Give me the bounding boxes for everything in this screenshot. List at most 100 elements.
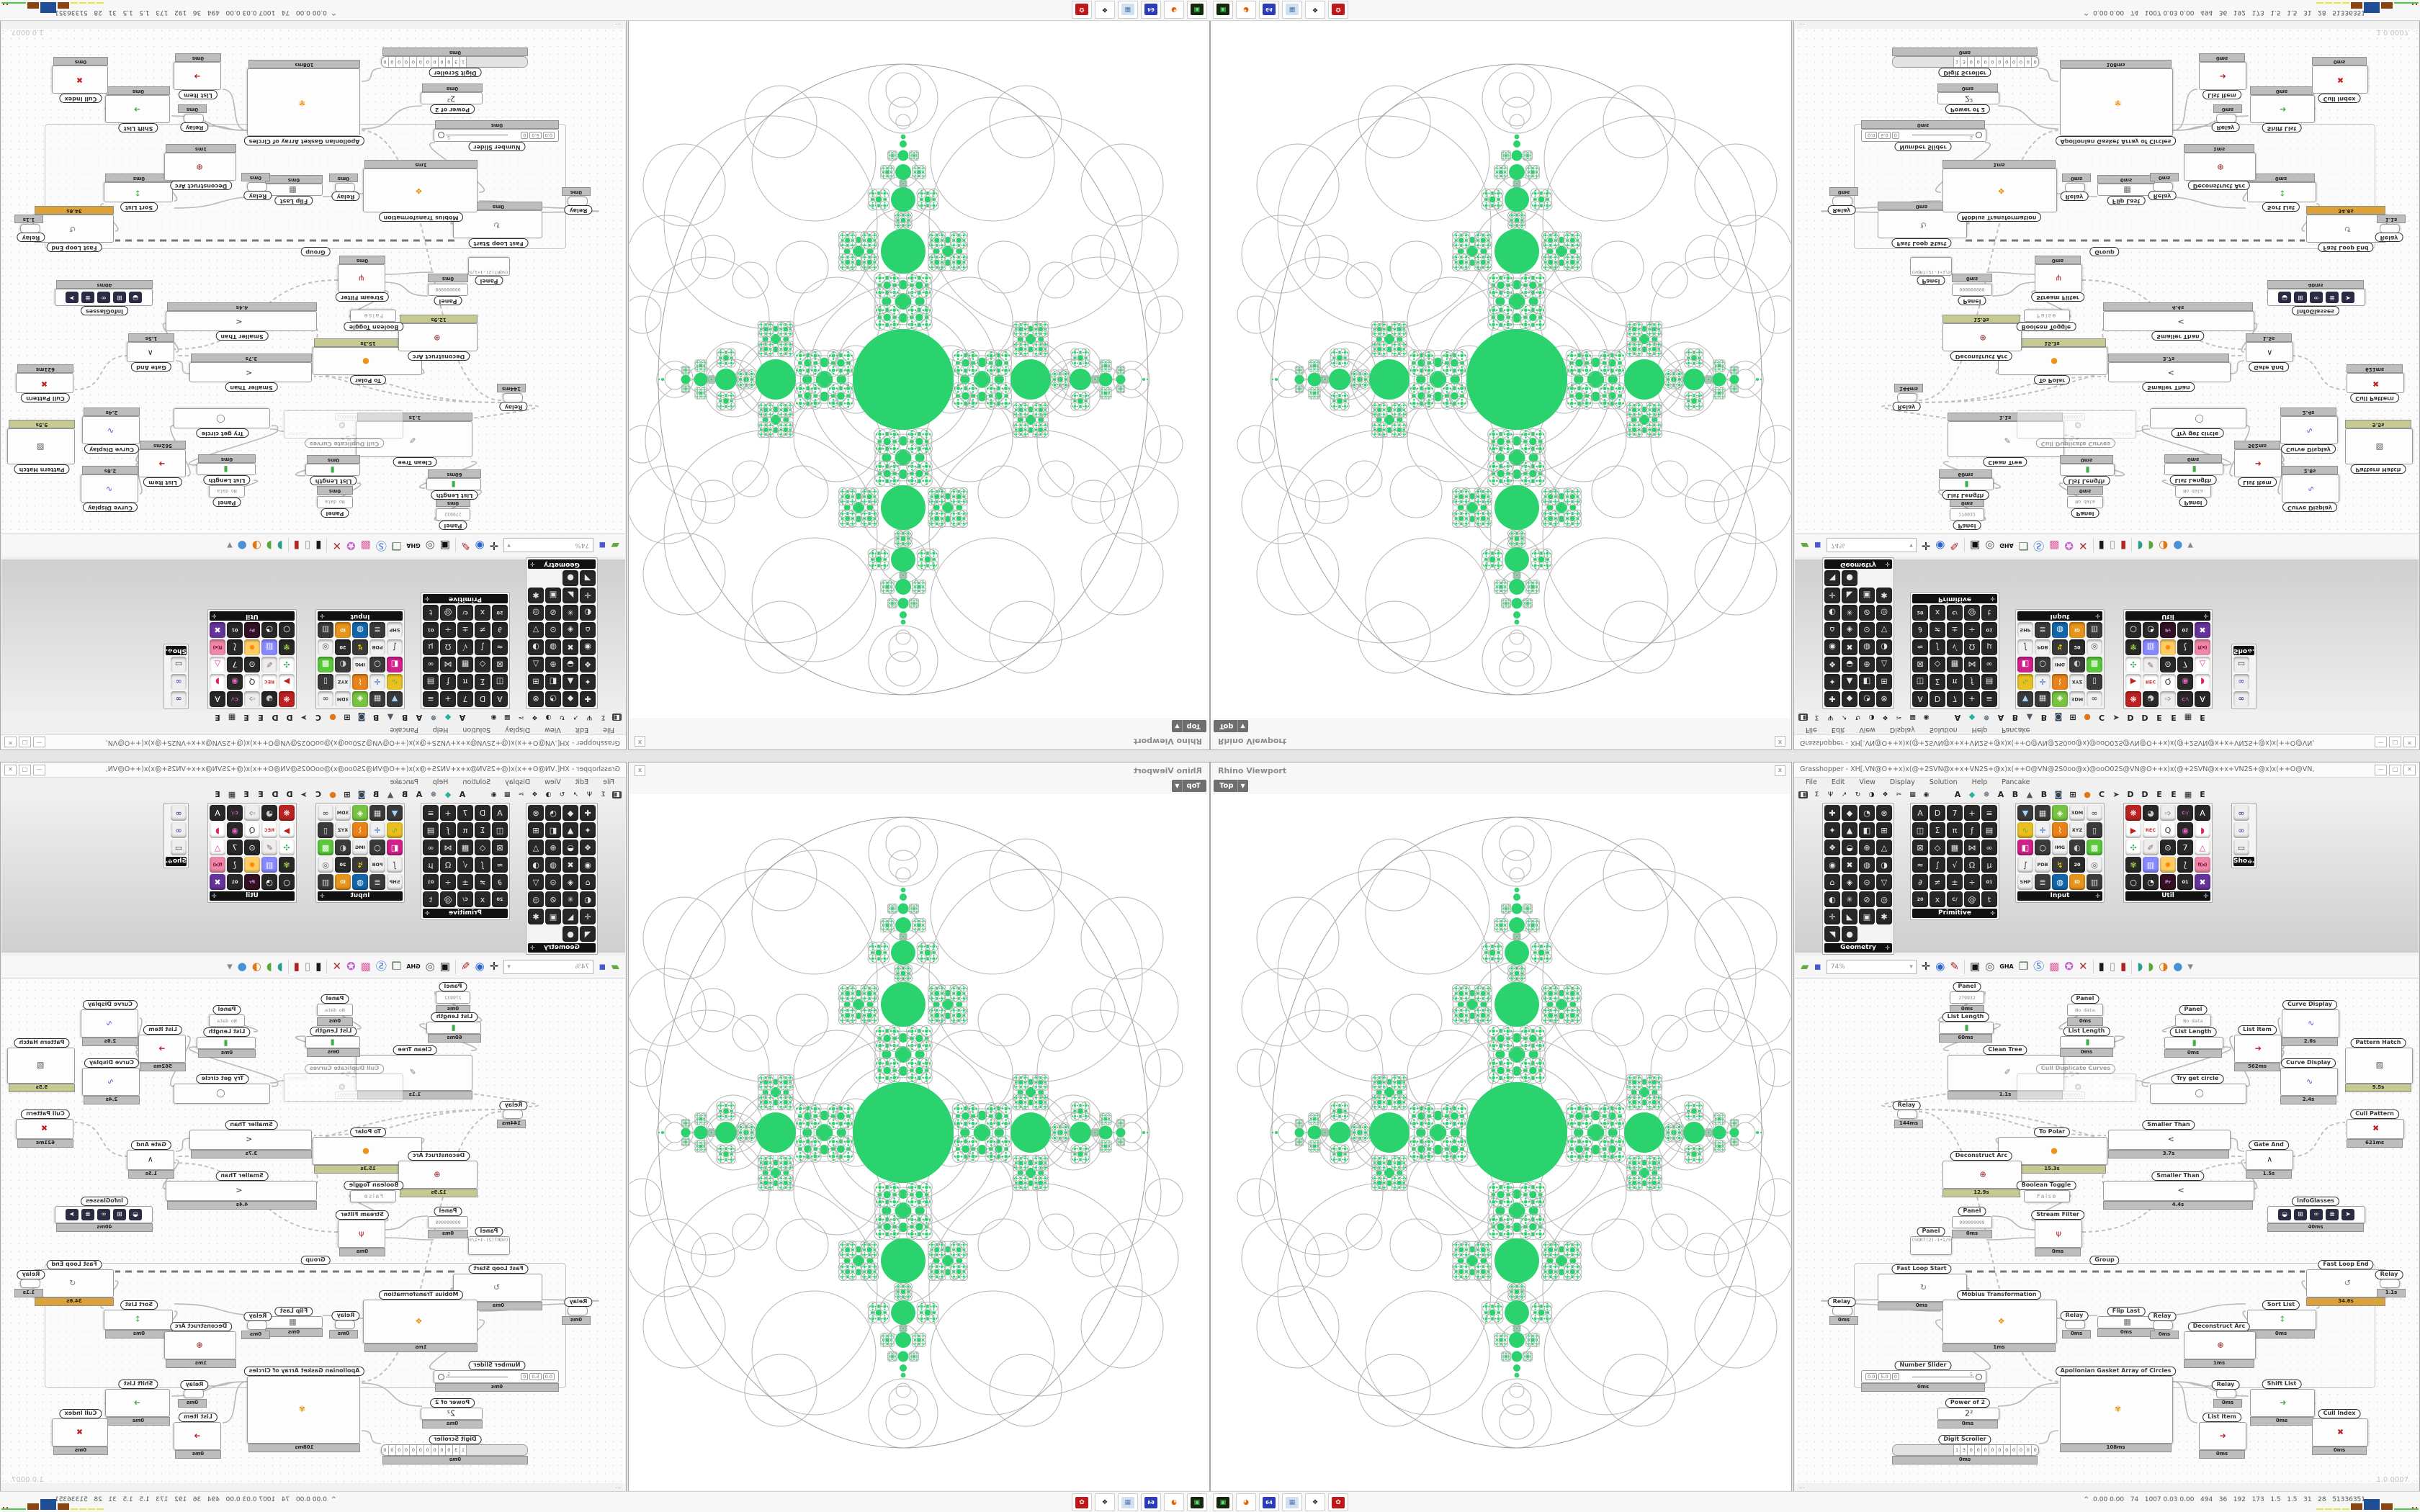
component-icon[interactable]: REC xyxy=(261,674,277,690)
s-finder-icon[interactable]: Ⓢ xyxy=(375,539,387,552)
component-body-number-slider[interactable]: 0.05.00 5 xyxy=(434,129,559,142)
component-body-panel[interactable]: 999999999 xyxy=(428,284,468,296)
component-icon[interactable]: ◗ xyxy=(210,674,225,690)
zoom-extents-icon[interactable]: ✛ xyxy=(489,539,499,552)
component-icon[interactable]: ✖ xyxy=(210,622,225,638)
tab-letter[interactable]: D xyxy=(286,713,293,722)
component-icon[interactable]: 7 xyxy=(457,691,473,707)
window-button[interactable]: ✕ xyxy=(4,737,17,747)
tab-letter[interactable]: ⊞ xyxy=(344,713,351,722)
component-name[interactable]: Relay xyxy=(17,233,45,242)
tab-icon[interactable]: Ψ xyxy=(586,714,593,721)
app-button-terminal[interactable]: ▣ xyxy=(1187,1,1207,19)
component-icon[interactable]: ⟅ xyxy=(227,639,243,655)
component-icon[interactable]: ✖ xyxy=(563,639,578,655)
expand-icon[interactable]: ✛ xyxy=(167,647,173,654)
component-icon[interactable]: ⊠ xyxy=(492,657,508,672)
mouse-teal-icon[interactable]: ◗ xyxy=(277,539,283,552)
component-icon[interactable]: ❖ xyxy=(580,657,596,672)
component-icon[interactable]: ↯ xyxy=(352,639,368,655)
component-icon[interactable]: t xyxy=(423,605,439,621)
gha-icon[interactable]: GHA xyxy=(406,542,421,549)
component-name[interactable]: Group xyxy=(300,247,331,256)
viewport-tab-top[interactable]: Top ▼ xyxy=(1214,720,1248,732)
component-icon[interactable]: ▥ xyxy=(261,639,277,655)
component-icon[interactable]: ○ xyxy=(279,622,295,638)
component-icon[interactable]: Σ xyxy=(475,674,490,690)
component-name[interactable]: Smaller Than xyxy=(225,382,278,392)
component-name[interactable]: Cull Pattern xyxy=(21,393,70,402)
expand-icon[interactable]: ✛ xyxy=(212,613,217,619)
component-icon[interactable]: ❋ xyxy=(279,691,295,707)
tab-icon[interactable]: ↗ xyxy=(573,714,579,721)
component-name[interactable]: Relay xyxy=(180,122,209,132)
component-name[interactable]: Relay xyxy=(564,205,593,215)
component-icon[interactable]: ▣ xyxy=(545,588,561,603)
component-icon[interactable]: ◐ xyxy=(580,605,596,621)
component-icon[interactable]: △ xyxy=(528,657,544,672)
component-icon[interactable]: ◣ xyxy=(563,588,578,603)
component-icon[interactable]: 3DM xyxy=(335,691,351,707)
component-icon[interactable]: ⊕ xyxy=(545,657,561,672)
component-icon[interactable]: IMG xyxy=(352,657,368,672)
component-icon[interactable]: C:/ xyxy=(227,691,243,707)
window-icon[interactable]: ❒ xyxy=(391,539,402,552)
component-name[interactable]: Fast Loop End xyxy=(46,243,102,252)
component-icon[interactable]: ⊗ xyxy=(528,691,544,707)
component-body-panel[interactable]: No data xyxy=(209,485,245,498)
dropdown-icon[interactable]: ▾ xyxy=(227,539,233,552)
component-icon[interactable]: △ xyxy=(210,657,225,672)
app-button-grasshopper-red[interactable]: ✿ xyxy=(1072,1,1092,19)
expand-icon[interactable]: ✛ xyxy=(320,613,325,619)
component-icon[interactable]: ◍ xyxy=(352,622,368,638)
component-icon[interactable]: ◔ xyxy=(545,691,561,707)
chevron-down-icon[interactable]: ▼ xyxy=(1175,720,1183,732)
close-icon[interactable]: x xyxy=(635,736,645,747)
component-icon[interactable]: A xyxy=(210,691,225,707)
component-name[interactable]: List Length xyxy=(203,475,251,485)
component-icon[interactable]: ⊙ xyxy=(545,622,561,638)
component-icon[interactable]: ∫ xyxy=(475,639,490,655)
component-icon[interactable]: ◍ xyxy=(545,639,561,655)
component-icon[interactable]: ▼ xyxy=(387,691,403,707)
menu-item-pancake[interactable]: Pancake xyxy=(390,726,418,734)
component-icon[interactable]: ✱ xyxy=(528,588,544,603)
component-icon[interactable]: ⊘ xyxy=(545,605,561,621)
menu-item-solution[interactable]: Solution xyxy=(462,726,491,734)
component-icon[interactable]: ID xyxy=(335,622,351,638)
tab-letter[interactable]: A xyxy=(459,713,466,722)
component-name[interactable]: Smaller Than xyxy=(215,331,269,341)
component-name[interactable]: Clean Tree xyxy=(393,457,437,467)
component-name[interactable]: To Polar xyxy=(349,375,387,384)
component-body-infoglasses[interactable]: ◒ ⊞ ∞ ≣ ➤ xyxy=(55,289,153,306)
at-icon[interactable]: ◎ xyxy=(425,539,435,552)
component-icon[interactable]: ≣ xyxy=(369,622,385,638)
component-icon[interactable]: ∞ xyxy=(171,674,187,690)
camera-icon[interactable]: ▣ xyxy=(439,539,451,552)
component-name[interactable]: InfoGlasses xyxy=(80,306,129,315)
tab-letter[interactable]: ▦ xyxy=(228,713,236,722)
component-icon[interactable]: ƒ xyxy=(440,674,456,690)
component-icon[interactable]: ◎ xyxy=(318,639,333,655)
tab-letter[interactable]: ❅ xyxy=(430,713,437,722)
viewport-canvas[interactable] xyxy=(629,22,1209,718)
component-icon[interactable]: ◒ xyxy=(563,657,578,672)
component-name[interactable]: Möbius Transformation xyxy=(378,212,464,222)
tab-letter[interactable]: E xyxy=(243,713,249,722)
tab-icon[interactable]: ↻ xyxy=(559,714,565,721)
component-name[interactable]: List Length xyxy=(431,490,478,500)
component-name[interactable]: Power of 2 xyxy=(429,104,475,114)
component-icon[interactable]: ✚ xyxy=(580,691,596,707)
component-icon[interactable]: SHP xyxy=(387,622,403,638)
component-icon[interactable]: 20 xyxy=(335,639,351,655)
expand-icon[interactable]: ✛ xyxy=(425,595,430,602)
mouse-green-icon[interactable]: ◗ xyxy=(266,539,272,552)
tab-icon[interactable]: ✂ xyxy=(518,714,524,721)
component-name[interactable]: Relay xyxy=(243,191,272,200)
component-icon[interactable]: ✹ xyxy=(244,639,260,655)
component-icon[interactable]: PDB xyxy=(369,639,385,655)
component-body-panel[interactable]: No data xyxy=(317,496,353,508)
pink-box-icon[interactable]: ▩ xyxy=(360,539,371,552)
component-icon[interactable]: ▦ xyxy=(369,691,385,707)
palette-label[interactable]: Geometry ✛ xyxy=(528,559,596,569)
